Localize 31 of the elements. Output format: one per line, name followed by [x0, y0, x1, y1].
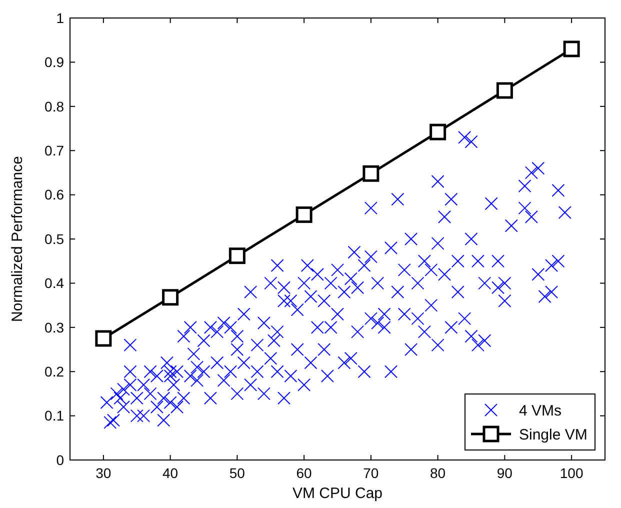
point — [563, 40, 580, 58]
y-tick-label: 0.8 — [44, 98, 64, 114]
y-tick-label: 0.9 — [44, 54, 64, 70]
y-tick-label: 0.3 — [44, 319, 64, 336]
point — [430, 124, 446, 140]
legend-label: 4 VMs — [519, 402, 562, 420]
point — [496, 82, 513, 99]
point — [296, 206, 312, 223]
legend-label: Single VM — [519, 426, 588, 444]
point — [95, 330, 112, 347]
x-tick-label: 30 — [96, 465, 112, 481]
y-tick-label: 1 — [56, 10, 64, 26]
y-tick-label: 0.5 — [44, 230, 64, 247]
point — [228, 248, 246, 264]
y-tick-label: 0.7 — [44, 142, 64, 158]
y-tick-label: 0 — [56, 452, 64, 468]
x-tick-label: 60 — [296, 465, 312, 481]
y-axis-title: Normalized Performance — [9, 156, 26, 322]
y-tick-label: 0.6 — [44, 186, 64, 203]
point — [362, 165, 380, 182]
x-tick-label: 90 — [496, 465, 513, 481]
x-axis-title: VM CPU Cap — [292, 485, 383, 502]
y-tick-label: 0.2 — [44, 364, 64, 380]
x-tick-label: 50 — [229, 465, 246, 481]
x-tick-label: 100 — [560, 465, 584, 481]
y-tick-label: 0.4 — [44, 275, 64, 292]
y-tick-label: 0.1 — [44, 408, 64, 424]
point — [162, 289, 179, 306]
x-tick-label: 70 — [363, 465, 379, 481]
x-tick-label: 80 — [430, 465, 446, 481]
x-tick-label: 40 — [162, 465, 178, 481]
